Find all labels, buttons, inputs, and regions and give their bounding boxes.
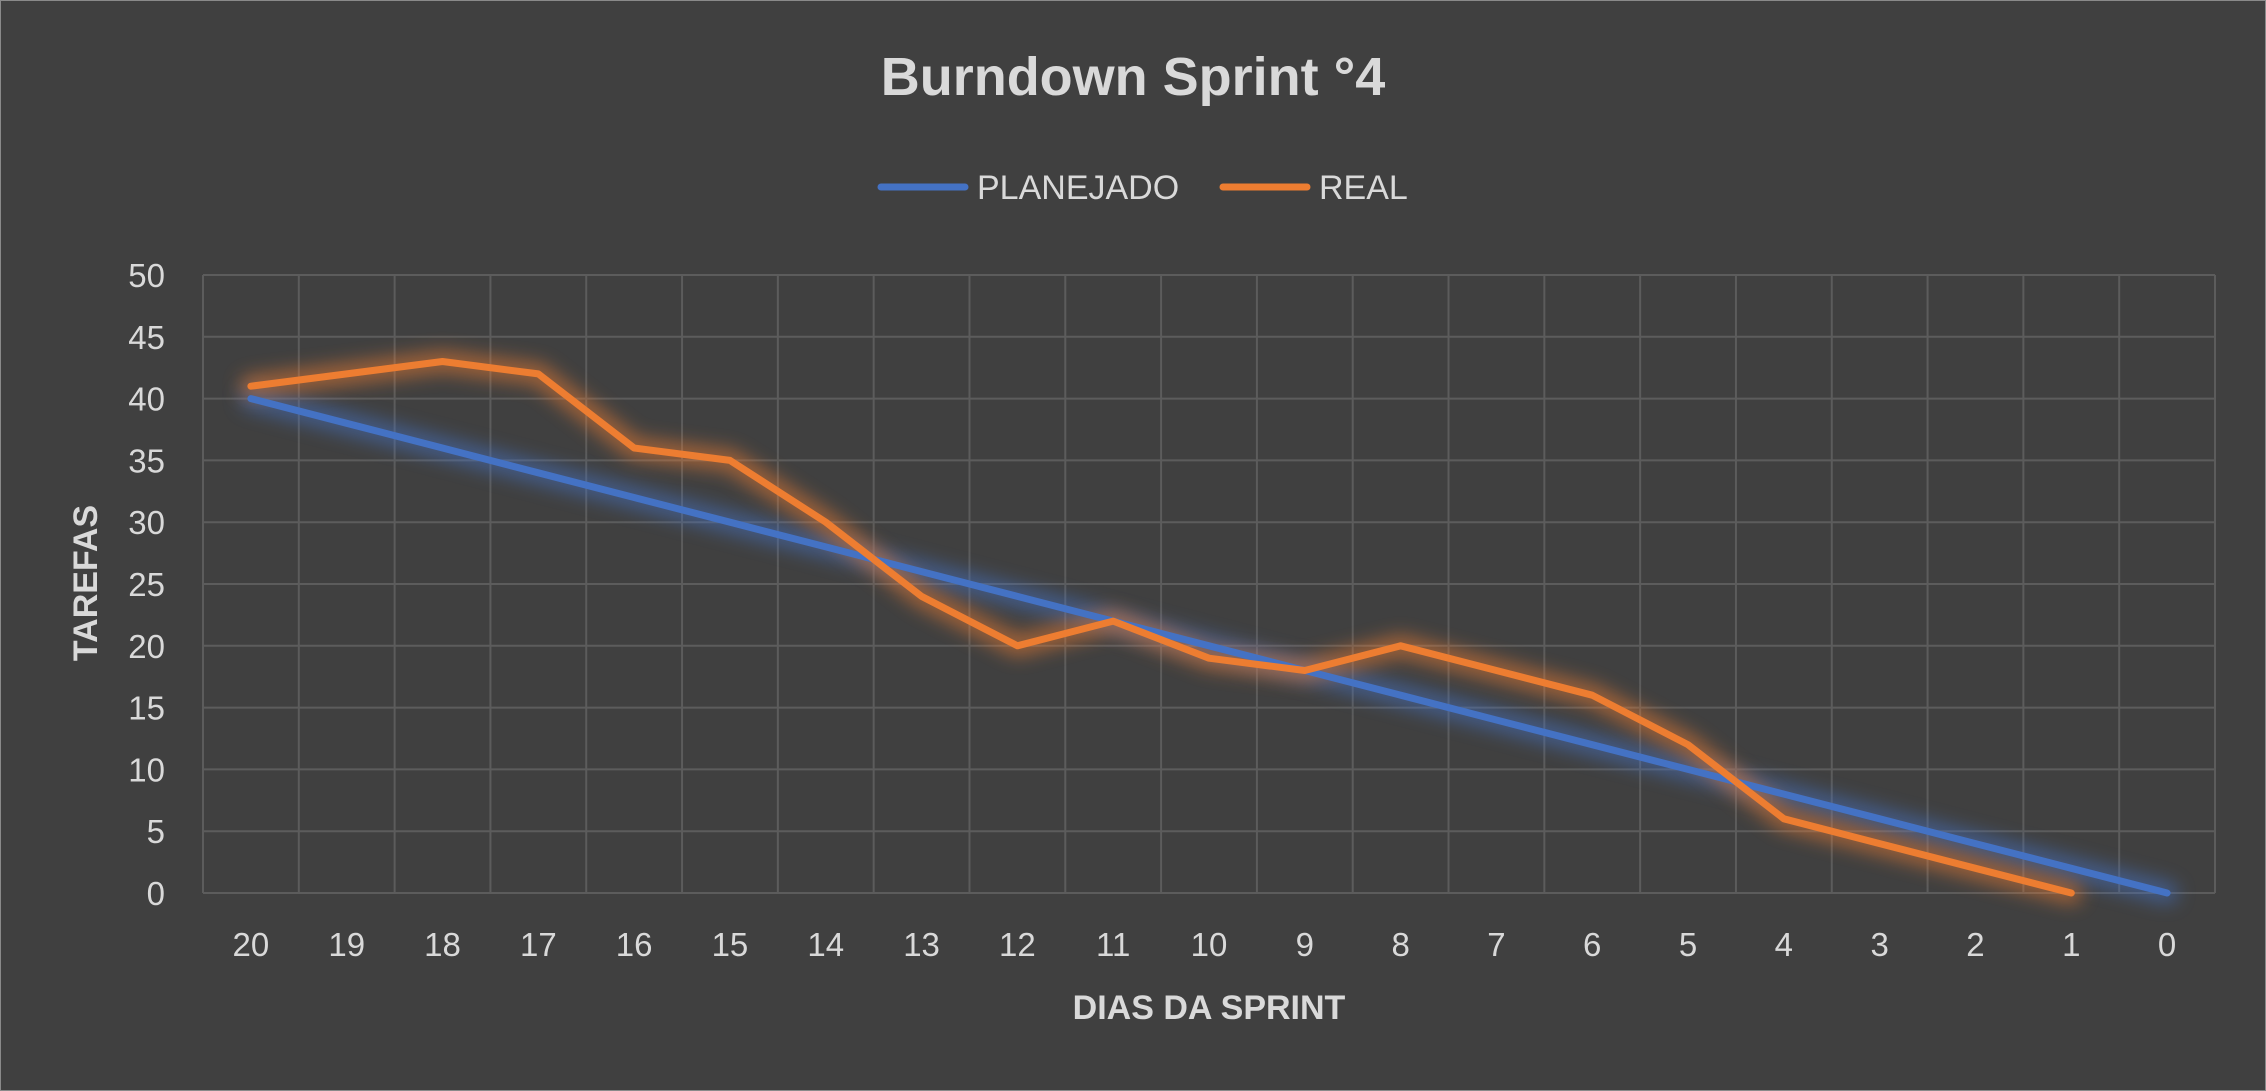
x-tick-label: 13 [903,926,940,963]
y-tick-label: 50 [128,257,165,294]
series-glows [239,350,2179,904]
y-tick-label: 10 [128,751,165,788]
x-tick-label: 14 [807,926,844,963]
y-tick-label: 30 [128,504,165,541]
gridlines [202,274,2216,894]
x-tick-label: 5 [1679,926,1697,963]
y-tick-label: 25 [128,566,165,603]
x-tick-label: 2 [1966,926,1984,963]
series-lines [247,358,2171,897]
series-line-planejado [247,395,2171,897]
x-tick-label: 9 [1296,926,1314,963]
y-axis-ticks: 0 5 10 15 20 25 30 35 40 45 50 [128,257,165,912]
x-tick-label: 15 [712,926,749,963]
y-tick-label: 15 [128,690,165,727]
y-tick-label: 20 [128,628,165,665]
x-tick-label: 19 [328,926,365,963]
y-axis-title: TAREFAS [67,505,105,661]
series-line-real [247,358,2075,897]
x-tick-label: 6 [1583,926,1601,963]
legend-label-planejado: PLANEJADO [977,169,1179,207]
x-tick-label: 1 [2062,926,2080,963]
x-tick-label: 10 [1191,926,1228,963]
y-tick-label: 35 [128,442,165,479]
x-axis-ticks: 20 19 18 17 16 15 14 13 12 11 10 9 8 7 6 5 4 3 2 1 0 [233,926,2177,963]
y-tick-label: 45 [128,319,165,356]
x-axis-title: DIAS DA SPRINT [1073,989,1346,1027]
x-tick-label: 20 [233,926,270,963]
x-tick-label: 18 [424,926,461,963]
y-tick-label: 5 [147,813,165,850]
x-tick-label: 4 [1775,926,1793,963]
x-tick-label: 17 [520,926,557,963]
x-tick-label: 11 [1096,926,1130,963]
x-tick-label: 12 [999,926,1036,963]
legend-label-real: REAL [1319,169,1408,207]
y-tick-label: 40 [128,381,165,418]
legend: PLANEJADO REAL [877,169,1408,207]
x-tick-label: 8 [1391,926,1409,963]
x-tick-label: 16 [616,926,653,963]
x-tick-label: 7 [1487,926,1505,963]
x-tick-label: 0 [2158,926,2176,963]
chart-title: Burndown Sprint °4 [881,47,1386,107]
y-tick-label: 0 [147,875,165,912]
x-tick-label: 3 [1870,926,1888,963]
